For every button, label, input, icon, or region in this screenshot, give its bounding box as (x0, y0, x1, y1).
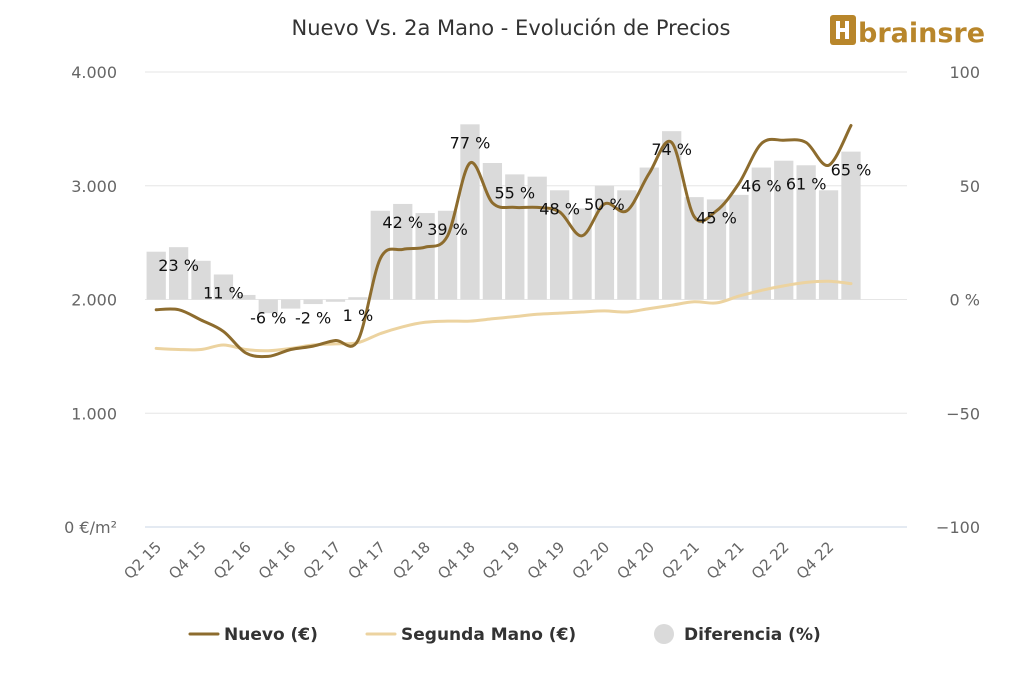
difference-data-label: 50 % (584, 195, 625, 214)
right-axis-tick-label: 100 (949, 63, 980, 82)
x-axis-tick-label: Q4 16 (255, 538, 300, 583)
difference-data-label: 46 % (741, 177, 782, 196)
difference-bar (706, 199, 727, 300)
x-axis-tick-label: Q2 20 (569, 538, 614, 583)
difference-data-label: 74 % (651, 140, 692, 159)
x-axis-tick-label: Q2 19 (479, 538, 524, 583)
difference-data-label: 39 % (427, 220, 468, 239)
legend-label: Nuevo (€) (224, 625, 318, 645)
legend-label: Diferencia (%) (684, 625, 821, 645)
difference-bar (572, 208, 592, 300)
legend-item[interactable]: Nuevo (€) (188, 625, 318, 645)
difference-bar (191, 260, 211, 300)
difference-bar (303, 299, 323, 305)
difference-bar (617, 190, 637, 300)
difference-bar (796, 165, 816, 300)
legend-item[interactable]: Segunda Mano (€) (365, 625, 576, 645)
difference-bar (258, 299, 278, 314)
difference-bar (639, 167, 659, 300)
difference-bar (751, 167, 771, 300)
right-axis-tick-label: 0 % (950, 291, 980, 310)
difference-bar (437, 210, 458, 300)
right-axis-tick-label: 50 (960, 177, 980, 196)
difference-bar (415, 213, 435, 300)
right-axis-tick-label: −100 (936, 518, 980, 537)
x-axis-tick-label: Q4 17 (344, 538, 389, 583)
x-axis-tick-label: Q2 21 (658, 538, 703, 583)
difference-data-labels: 23 %11 % -6 % -2 % 1 % 42 % 39 % 77 % 55 %48 % 5… (158, 133, 871, 327)
difference-data-label: 11 % (203, 283, 244, 302)
difference-bar (348, 297, 368, 300)
difference-bar (818, 190, 839, 300)
x-axis-tick-label: Q4 21 (703, 538, 748, 583)
left-axis-tick-label: 1.000 (71, 404, 117, 423)
difference-bar (213, 274, 234, 300)
legend-circle-icon (654, 624, 674, 644)
left-axis-tick-label: 4.000 (71, 63, 117, 82)
x-axis-tick-label: Q4 22 (793, 538, 838, 583)
left-axis-tick-label: 3.000 (71, 177, 117, 196)
x-axis-tick-label: Q4 18 (434, 538, 479, 583)
difference-data-label: 42 % (382, 213, 423, 232)
difference-bar (662, 131, 682, 300)
brainsre-logo: brainsre (830, 15, 985, 49)
brainsre-logo-icon (830, 15, 856, 45)
difference-data-label: 77 % (450, 133, 491, 152)
difference-bar (236, 294, 256, 300)
nuevo-line (154, 124, 853, 359)
x-axis-tick-label: Q2 18 (389, 538, 434, 583)
segunda-mano-line (154, 279, 853, 353)
difference-data-label: 65 % (831, 161, 872, 180)
x-axis-tick-label: Q4 19 (524, 538, 569, 583)
difference-bar (281, 299, 301, 309)
right-axis-tick-label: −50 (946, 404, 980, 423)
difference-bar (684, 197, 704, 300)
legend-item[interactable]: Diferencia (%) (654, 624, 821, 645)
left-axis-ticks: 0 €/m² 1.000 2.000 3.000 4.000 (64, 63, 117, 537)
x-axis-tick-label: Q2 17 (300, 538, 345, 583)
left-axis-tick-label: 2.000 (71, 291, 117, 310)
difference-bar (505, 174, 525, 300)
difference-bar (594, 185, 615, 300)
x-axis-tick-label: Q2 16 (210, 538, 255, 583)
difference-bar (168, 247, 189, 300)
difference-data-label: 48 % (539, 199, 580, 218)
x-axis-ticks: Q2 15 Q4 15 Q2 16 Q4 16 Q2 17 Q4 17 Q2 18 Q4 18… (120, 538, 837, 583)
price-lines (154, 124, 853, 359)
difference-bar (774, 160, 794, 300)
difference-bar (393, 203, 413, 300)
chart-title: Nuevo Vs. 2a Mano - Evolución de Precios (292, 16, 731, 40)
chart-legend[interactable]: Nuevo (€) Segunda Mano (€) Diferencia (%) (188, 624, 821, 645)
difference-data-label: -6 % (250, 309, 286, 328)
x-axis-tick-label: Q4 20 (613, 538, 658, 583)
difference-bar (146, 251, 166, 300)
difference-data-label: 1 % (343, 306, 373, 325)
difference-bar (841, 151, 861, 300)
difference-data-label: -2 % (295, 309, 331, 328)
x-axis-tick-label: Q2 22 (748, 538, 793, 583)
difference-bar (325, 299, 346, 302)
difference-data-label: 61 % (786, 174, 827, 193)
difference-data-label: 23 % (158, 256, 199, 275)
x-axis-tick-label: Q4 15 (165, 538, 210, 583)
right-axis-ticks: −100 −50 0 % 50 100 (936, 63, 980, 537)
difference-data-label: 45 % (696, 208, 737, 227)
difference-data-label: 55 % (494, 183, 535, 202)
brainsre-logo-text: brainsre (858, 18, 985, 49)
left-axis-tick-label: 0 €/m² (64, 518, 117, 537)
x-axis-tick-label: Q2 15 (120, 538, 165, 583)
difference-bar (729, 194, 749, 300)
legend-label: Segunda Mano (€) (401, 625, 576, 645)
